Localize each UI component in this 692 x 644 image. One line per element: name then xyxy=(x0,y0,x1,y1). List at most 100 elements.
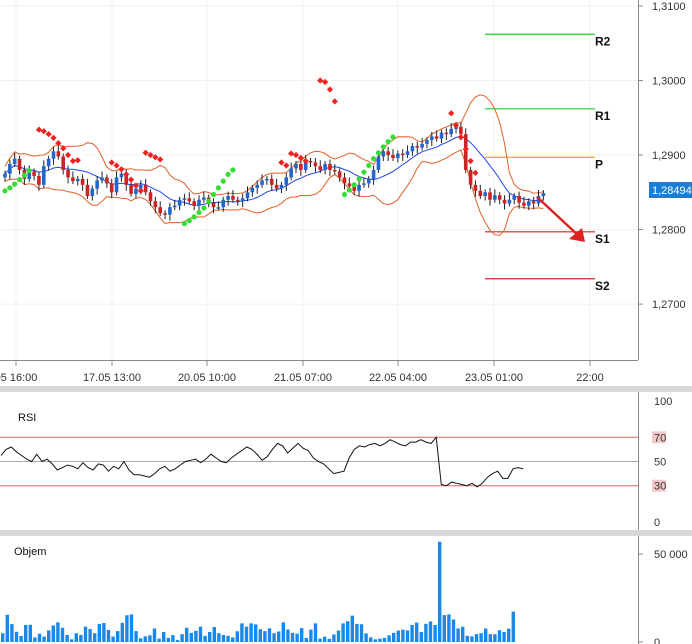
volume-bar xyxy=(19,636,23,642)
volume-bar xyxy=(14,631,19,642)
volume-bar xyxy=(194,630,198,642)
sar-dot-bearish xyxy=(472,169,479,177)
volume-bar xyxy=(152,628,157,642)
candle-body xyxy=(400,153,405,156)
volume-bar xyxy=(488,634,492,642)
sar-dot-bearish xyxy=(113,162,120,169)
price-grid xyxy=(0,0,638,360)
candle-body xyxy=(531,201,536,204)
candle-body xyxy=(517,196,521,203)
candle-body xyxy=(425,140,429,144)
candle-body xyxy=(187,198,192,202)
candle-body xyxy=(12,158,17,164)
candle-body xyxy=(80,178,85,185)
candle-body xyxy=(299,163,303,170)
candle-body xyxy=(71,177,75,182)
candle-body xyxy=(265,178,269,181)
sar-dot-bearish xyxy=(147,151,154,159)
rsi-tick-bg xyxy=(652,479,666,492)
candle-body xyxy=(366,178,371,184)
pivot-label-p: P xyxy=(595,157,603,171)
volume-bar xyxy=(129,614,134,642)
volume-bar xyxy=(235,631,239,642)
candle-body xyxy=(352,186,356,191)
volume-bar xyxy=(208,631,212,642)
price-x-tick-label: 22.05 04:00 xyxy=(369,372,427,384)
volume-bar xyxy=(396,630,400,642)
rsi-panel: RSI 100 70 50 30 0 xyxy=(0,392,672,530)
sar-dot-bullish xyxy=(385,139,391,145)
candle-body xyxy=(163,213,167,215)
volume-bar xyxy=(318,638,322,642)
volume-bar xyxy=(327,638,331,642)
sar-dot-bearish xyxy=(108,159,115,166)
candle-body xyxy=(381,151,386,157)
volume-bar xyxy=(369,637,373,642)
bollinger-upper xyxy=(4,94,544,196)
rsi-y-tick-label: 70 xyxy=(654,432,666,444)
volume-bar xyxy=(1,633,5,642)
sar-dot-bullish xyxy=(201,205,207,211)
rsi-y-tick-label: 0 xyxy=(654,517,660,529)
candle-body xyxy=(347,183,352,187)
volume-bar xyxy=(203,635,207,642)
volume-bar xyxy=(451,619,456,642)
volume-bar xyxy=(304,637,308,642)
rsi-y-ticks: 100 70 50 30 0 xyxy=(652,396,672,529)
candle-body xyxy=(148,192,153,202)
volume-bar xyxy=(79,634,83,642)
volume-y-tick-label: 50 000 xyxy=(654,549,688,561)
candle-body xyxy=(362,183,366,185)
price-y-ticks: 1,3100 1,3000 1,2900 1,2800 1,2700 xyxy=(638,1,686,311)
bollinger-bands xyxy=(4,94,544,236)
volume-bar xyxy=(143,636,147,642)
candle-body xyxy=(46,158,51,167)
volume-bar xyxy=(461,626,465,642)
volume-bar xyxy=(290,632,295,642)
volume-bar xyxy=(70,639,74,642)
volume-bar xyxy=(267,628,272,642)
volume-bar xyxy=(93,633,97,642)
volume-bar xyxy=(355,623,359,642)
volume-bar xyxy=(277,631,281,642)
candle-body xyxy=(333,169,337,172)
sar-dot-bearish xyxy=(326,86,334,93)
price-panel: 1,3100 1,3000 1,2900 1,2800 1,2700 05 16:00 1… xyxy=(0,0,692,384)
price-y-tick-label: 1,2700 xyxy=(652,299,686,311)
sar-dot-bearish xyxy=(331,98,338,105)
sar-dot-bearish xyxy=(137,187,144,194)
volume-bar xyxy=(378,638,382,642)
candle-body xyxy=(158,207,162,214)
candle-body xyxy=(284,177,289,185)
candle-body xyxy=(134,188,138,194)
sar-dot-bullish xyxy=(186,218,192,224)
volume-bar xyxy=(189,632,193,642)
candle-body xyxy=(109,183,114,193)
volume-bar xyxy=(332,634,336,642)
sar-dot-bearish xyxy=(142,149,149,156)
candle-body xyxy=(473,184,478,191)
sar-dot-bullish xyxy=(196,209,202,216)
candle-body xyxy=(255,184,259,188)
volume-bar xyxy=(373,639,377,642)
volume-bar xyxy=(97,623,101,642)
candle-body xyxy=(129,184,133,194)
volume-bar xyxy=(382,637,387,642)
price-x-tick-label: 21.05 07:00 xyxy=(274,372,332,384)
candle-body xyxy=(260,180,264,185)
candle-body xyxy=(405,151,410,156)
sar-dot-bearish xyxy=(317,77,324,84)
sar-dot-bullish xyxy=(215,185,221,191)
volume-bar xyxy=(244,626,249,642)
sar-dot-bearish xyxy=(278,159,285,166)
candle-body xyxy=(294,163,298,169)
forecast-arrow-head xyxy=(569,228,585,242)
sar-dot-bearish xyxy=(118,166,125,173)
volume-bar xyxy=(65,634,69,642)
candle-body xyxy=(541,193,546,197)
volume-bar xyxy=(28,624,32,642)
candle-body xyxy=(289,168,293,178)
rsi-line xyxy=(0,436,524,488)
volume-bar xyxy=(336,630,341,642)
